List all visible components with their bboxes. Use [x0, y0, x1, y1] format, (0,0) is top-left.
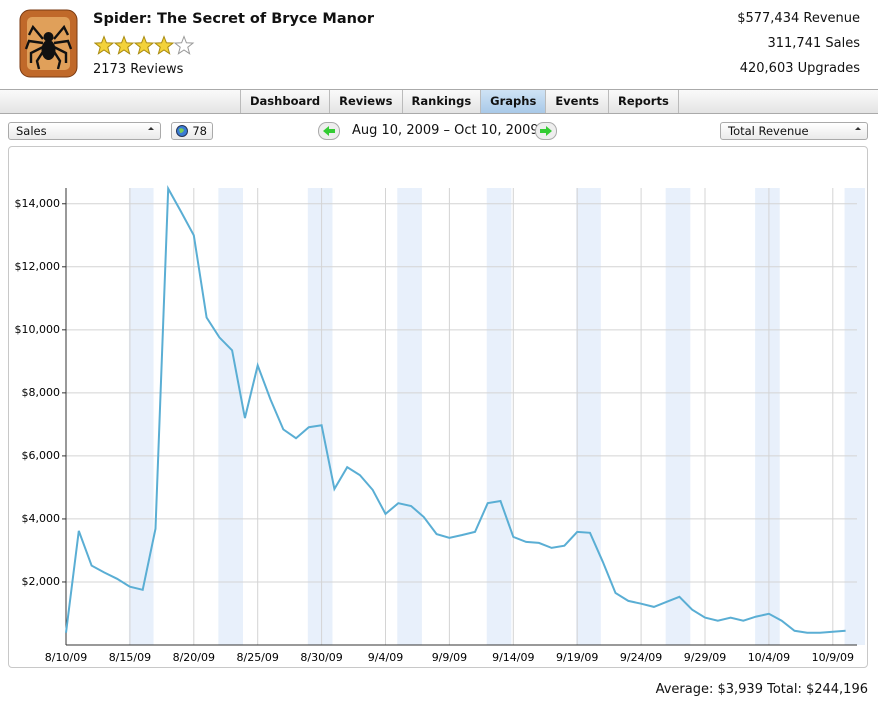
x-tick-label: 8/25/09: [236, 651, 278, 664]
stat: 311,741 Sales: [767, 36, 860, 51]
weekend-band: [307, 188, 333, 645]
weekend-band: [397, 188, 422, 645]
star: [113, 35, 135, 55]
x-tick-label: 8/20/09: [173, 651, 215, 664]
tab[interactable]: Rankings: [401, 90, 481, 113]
tab[interactable]: Dashboard: [240, 90, 329, 113]
weekend-band: [755, 188, 780, 645]
star: [94, 35, 115, 55]
app-icon: [19, 9, 78, 78]
stat-label: Upgrades: [797, 61, 860, 76]
stat: $577,434 Revenue: [737, 11, 860, 26]
globe-icon: [176, 125, 188, 137]
weekend-band: [218, 188, 244, 645]
x-tick-label: 8/10/09: [45, 651, 87, 664]
chart-panel: $2,000 $4,000 $6,000 $8,000 $10,000 $12,000 $1…: [8, 146, 868, 668]
weekend-band: [486, 188, 512, 645]
y-tick-label: $2,000: [22, 575, 61, 588]
x-tick-label: 9/19/09: [556, 651, 598, 664]
tab[interactable]: Graphs: [480, 90, 546, 113]
app-title: Spider: The Secret of Bryce Manor: [93, 11, 375, 27]
tab[interactable]: Reviews: [329, 90, 401, 113]
stars: [94, 35, 195, 55]
x-tick-label: 10/4/09: [748, 651, 790, 664]
x-tick-label: 8/30/09: [300, 651, 342, 664]
y-tick-label: $14,000: [15, 197, 61, 210]
x-tick-label: 9/29/09: [684, 651, 726, 664]
stat-value: $577,434: [737, 11, 800, 26]
weekend-band: [844, 188, 865, 645]
country-filter[interactable]: 78: [171, 122, 213, 140]
x-tick-label: 9/9/09: [432, 651, 467, 664]
prev-button[interactable]: [318, 122, 340, 140]
star: [153, 35, 175, 55]
next-button[interactable]: [535, 122, 557, 140]
x-tick-label: 10/9/09: [812, 651, 854, 664]
stat-label: Sales: [825, 36, 860, 51]
x-tick-label: 8/15/09: [109, 651, 151, 664]
tab-bar: Dashboard Reviews Rankings Graphs Events Repo…: [0, 89, 878, 114]
x-tick-label: 9/4/09: [368, 651, 403, 664]
date-range: Aug 10, 2009 – Oct 10, 2009: [352, 123, 539, 138]
chart: $2,000 $4,000 $6,000 $8,000 $10,000 $12,000 $1…: [15, 184, 865, 664]
stat-label: Revenue: [803, 11, 860, 26]
review-count: 2173 Reviews: [93, 62, 184, 77]
y-tick-label: $8,000: [22, 386, 61, 399]
chart-footer: Average: $3,939 Total: $244,196: [655, 682, 868, 697]
x-tick-label: 9/14/09: [492, 651, 534, 664]
mode-select[interactable]: Total Revenue: [720, 122, 868, 140]
line: [65, 184, 846, 634]
y-tick-label: $6,000: [22, 449, 61, 462]
star: [173, 35, 195, 55]
weekend-band: [576, 188, 601, 645]
metric-select[interactable]: Sales: [8, 122, 161, 140]
stat-value: 311,741: [767, 36, 822, 51]
weekend-band: [128, 188, 154, 645]
x-tick-label: 9/24/09: [620, 651, 662, 664]
tab[interactable]: Reports: [608, 90, 679, 113]
stat: 420,603 Upgrades: [740, 61, 860, 76]
y-tick-label: $4,000: [22, 512, 61, 525]
star: [133, 35, 155, 55]
tab[interactable]: Events: [545, 90, 608, 113]
tabs: Dashboard Reviews Rankings Graphs Events Repo…: [240, 90, 679, 113]
y-tick-label: $12,000: [15, 260, 61, 273]
y-tick-label: $10,000: [15, 323, 61, 336]
stat-value: 420,603: [739, 61, 794, 76]
weekend-band: [665, 188, 691, 645]
country-count: 78: [192, 124, 207, 138]
star-rating: [94, 35, 195, 55]
